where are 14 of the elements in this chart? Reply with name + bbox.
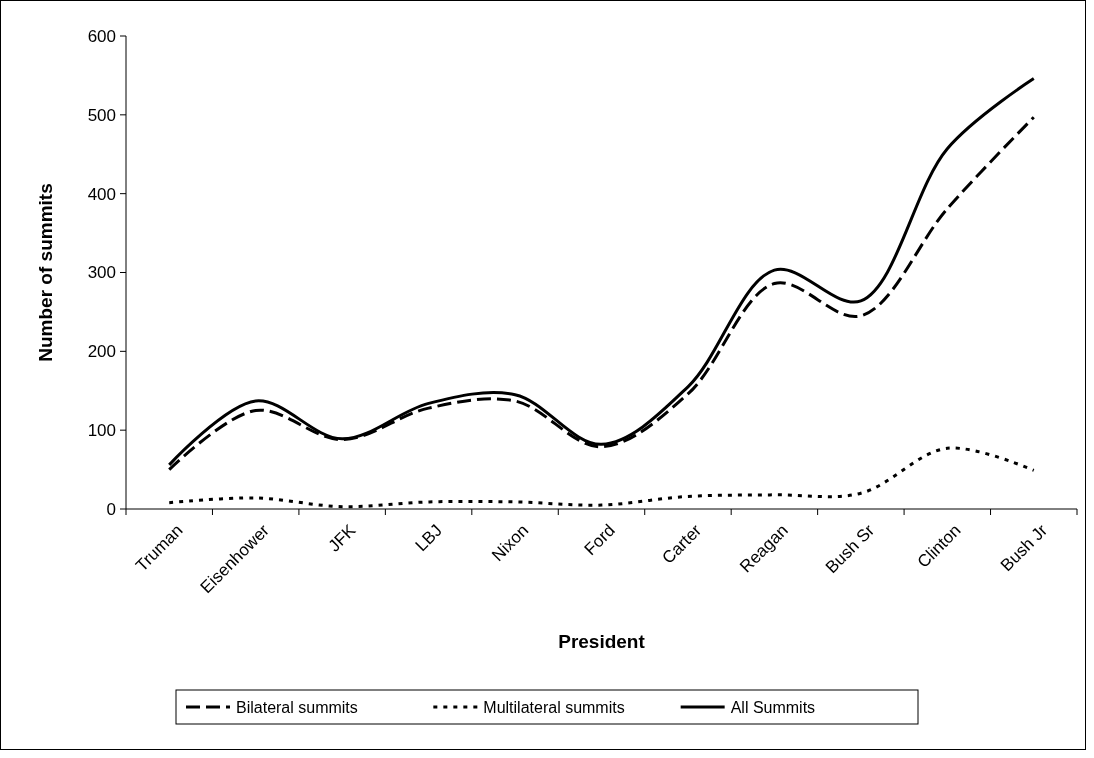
y-tick-label: 100 — [87, 421, 116, 441]
y-axis-title: Number of summits — [35, 183, 56, 362]
legend-label: All Summits — [730, 698, 816, 716]
x-axis-title: President — [558, 631, 646, 652]
y-tick-label: 600 — [87, 26, 116, 46]
y-tick-label: 500 — [87, 105, 116, 125]
y-tick-label: 200 — [87, 342, 116, 362]
legend-label: Bilateral summits — [236, 698, 358, 716]
x-tick-label: JFK — [324, 520, 360, 556]
y-tick-label: 300 — [87, 263, 116, 283]
y-tick-label: 0 — [106, 499, 116, 519]
legend-label: Multilateral summits — [483, 698, 625, 716]
x-tick-label: LBJ — [411, 520, 446, 555]
y-tick-label: 400 — [87, 184, 116, 204]
